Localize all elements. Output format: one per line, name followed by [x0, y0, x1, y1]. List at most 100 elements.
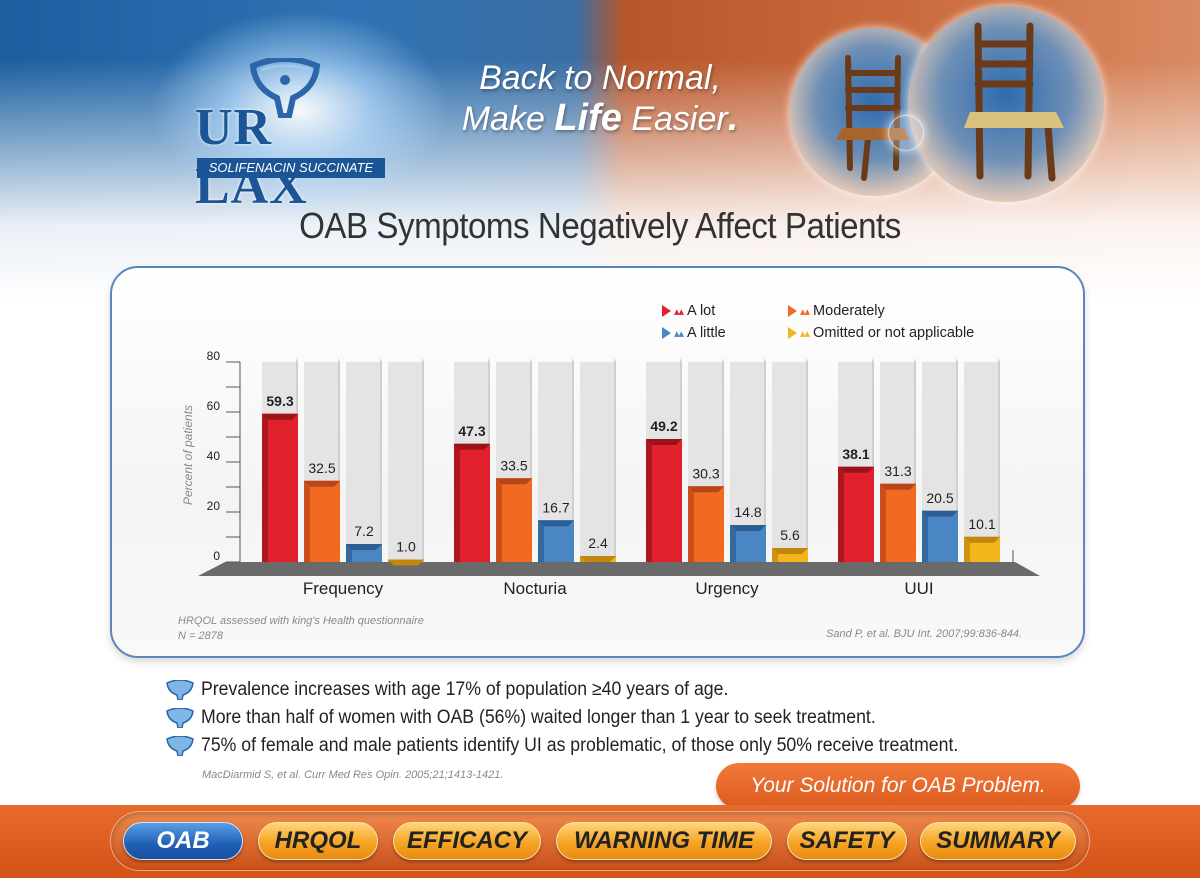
bar-background — [964, 362, 1000, 562]
chart-floor — [198, 562, 1040, 576]
bar-background — [388, 362, 424, 562]
legend-label: Omitted or not applicable — [813, 325, 975, 341]
bar-side — [496, 478, 502, 562]
bar-side — [880, 483, 886, 562]
nav-tab-warning-time[interactable]: WARNING TIME — [556, 822, 772, 860]
bar-background-side — [614, 358, 616, 562]
tagline: Back to Normal, Make Life Easier. — [440, 58, 760, 139]
data-label: 49.2 — [650, 418, 677, 434]
data-label: 31.3 — [884, 463, 911, 479]
bar-top — [730, 525, 766, 531]
y-tick-label: 0 — [213, 549, 220, 563]
bar-side — [964, 536, 970, 562]
page-title: OAB Symptoms Negatively Affect Patients — [299, 205, 901, 246]
bar-top — [454, 443, 490, 450]
y-tick-label: 60 — [207, 399, 221, 413]
data-label: 32.5 — [308, 460, 335, 476]
bar-top — [772, 548, 808, 554]
bar-background — [346, 362, 382, 562]
legend-item-a-lot: ▴▴ A lot — [662, 303, 715, 319]
people-icon: ▴▴ — [674, 305, 684, 318]
legend-marker-icon — [788, 305, 797, 317]
brand-subtitle: SOLIFENACIN SUCCINATE — [197, 158, 385, 178]
bar-side — [262, 413, 268, 562]
bar-background-side — [764, 358, 766, 562]
legend-label: A lot — [687, 303, 716, 319]
small-bubble — [888, 115, 924, 151]
bar-top — [538, 520, 574, 527]
footnote-line1: HRQOL assessed with king's Health questi… — [178, 615, 424, 627]
bar-side — [838, 466, 844, 562]
bar-side — [646, 439, 652, 562]
data-label: 14.8 — [734, 504, 761, 520]
nav-tab-oab[interactable]: OAB — [123, 822, 243, 860]
data-label: 30.3 — [692, 465, 719, 481]
bar-background-side — [422, 358, 424, 562]
brand-name: UR LAX — [195, 99, 308, 215]
tagline-line2: Make Life Easier. — [440, 98, 760, 139]
data-label: 1.0 — [396, 539, 416, 555]
bar-background — [772, 362, 808, 562]
bar-side — [922, 510, 928, 562]
bar-top — [880, 483, 916, 490]
bar-side — [772, 548, 778, 562]
legend-label: Moderately — [813, 303, 885, 319]
data-label: 33.5 — [500, 457, 527, 473]
bullet-text: More than half of women with OAB (56%) w… — [201, 707, 876, 728]
bar-top — [388, 559, 424, 566]
footnote-right: Sand P, et al. BJU Int. 2007;99:836-844. — [826, 628, 1023, 640]
chair-bubble-right — [908, 6, 1104, 202]
data-label: 2.4 — [588, 535, 608, 551]
legend-marker-icon — [662, 305, 671, 317]
y-tick-label: 80 — [207, 349, 221, 363]
tagline-line1: Back to Normal, — [479, 59, 721, 97]
bullet-item: More than half of women with OAB (56%) w… — [165, 704, 1015, 732]
legend-item-omitted: ▴▴ Omitted or not applicable — [788, 325, 974, 341]
solution-banner[interactable]: Your Solution for OAB Problem. — [716, 763, 1080, 809]
legend-item-moderately: ▴▴ Moderately — [788, 303, 885, 319]
bar-top — [496, 478, 532, 485]
bar-background-side — [380, 358, 382, 562]
bar-side — [346, 544, 352, 562]
people-icon: ▴▴ — [674, 327, 684, 340]
tagline-dot: . — [727, 97, 739, 139]
y-axis-label: Percent of patients — [181, 405, 195, 505]
bladder-bullet-icon — [166, 708, 194, 728]
bladder-icon — [249, 58, 321, 118]
bar-side — [688, 486, 694, 562]
bullet-text: 75% of female and male patients identify… — [201, 735, 959, 756]
nav-tab-safety[interactable]: SAFETY — [787, 822, 907, 860]
bar-background-side — [998, 358, 1000, 562]
bar-top — [304, 480, 340, 487]
nav-tab-efficacy[interactable]: EFFICACY — [393, 822, 541, 860]
bullet-text: Prevalence increases with age 17% of pop… — [201, 679, 729, 700]
data-label: 16.7 — [542, 499, 569, 515]
bar-top — [964, 536, 1000, 543]
bar-top — [646, 439, 682, 445]
bullet-list: Prevalence increases with age 17% of pop… — [165, 676, 1015, 760]
footnote-left: HRQOL assessed with king's Health questi… — [178, 614, 424, 644]
nav-tab-summary[interactable]: SUMMARY — [920, 822, 1076, 860]
people-icon: ▴▴ — [800, 305, 810, 318]
category-label: Urgency — [695, 579, 759, 598]
bar-top — [580, 556, 616, 562]
nav-tab-hrqol[interactable]: HRQOL — [258, 822, 378, 860]
people-icon: ▴▴ — [800, 327, 810, 340]
tagline-post: Easier — [621, 100, 728, 138]
bullet-item: 75% of female and male patients identify… — [165, 732, 1015, 760]
bottom-nav: OAB HRQOL EFFICACY WARNING TIME SAFETY S… — [0, 805, 1200, 878]
data-label: 7.2 — [354, 523, 374, 539]
bar-top — [262, 413, 298, 420]
bar-top — [688, 486, 724, 493]
bladder-bullet-icon — [166, 680, 194, 700]
legend-marker-icon — [788, 327, 797, 339]
bar-top — [346, 544, 382, 550]
bar-side — [304, 480, 310, 562]
tagline-bold: Life — [554, 97, 622, 139]
bar-background-side — [572, 358, 574, 562]
bar-side — [730, 525, 736, 562]
bar-background — [580, 362, 616, 562]
data-label: 20.5 — [926, 490, 953, 506]
y-tick-label: 40 — [207, 449, 221, 463]
